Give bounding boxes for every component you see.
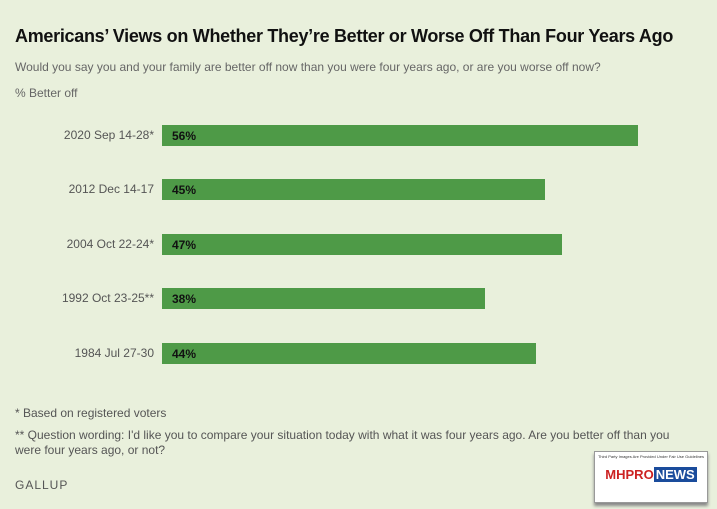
bar: [162, 343, 536, 364]
footnote-1: * Based on registered voters: [15, 406, 167, 420]
data-label: 38%: [172, 292, 197, 306]
chart-subtitle: Would you say you and your family are be…: [15, 60, 601, 74]
bar: [162, 234, 562, 255]
category-label: 2012 Dec 14-17: [68, 182, 154, 196]
category-label: 2004 Oct 22-24*: [66, 237, 154, 251]
category-label: 1992 Oct 23-25**: [61, 291, 154, 305]
bar: [162, 288, 485, 309]
bar: [162, 179, 545, 200]
data-label: 44%: [172, 347, 197, 361]
mhpronews-watermark-logo: Third Party Images Are Provided Under Fa…: [594, 451, 708, 503]
category-label: 2020 Sep 14-28*: [63, 128, 154, 142]
category-label: 1984 Jul 27-30: [74, 346, 154, 360]
chart-title: Americans’ Views on Whether They’re Bett…: [15, 26, 674, 46]
bar: [162, 125, 638, 146]
data-label: 56%: [172, 129, 197, 143]
unit-label: % Better off: [15, 86, 78, 100]
footnote-2-cont: were four years ago, or not?: [15, 443, 166, 457]
data-label: 45%: [172, 183, 197, 197]
footnote-2: ** Question wording: I'd like you to com…: [15, 428, 670, 442]
data-label: 47%: [172, 238, 197, 252]
source-label: GALLUP: [15, 478, 69, 492]
